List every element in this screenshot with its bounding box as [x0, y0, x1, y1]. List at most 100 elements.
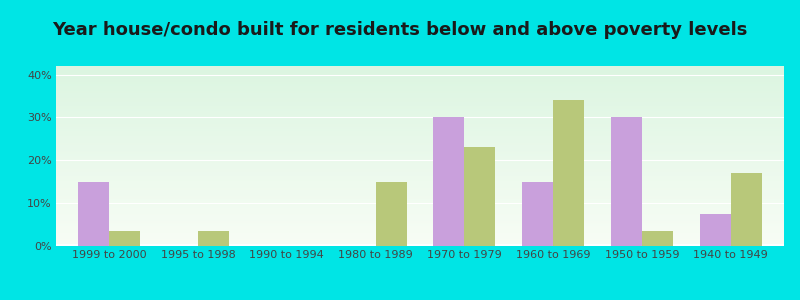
Bar [56, 235, 784, 237]
Bar [56, 185, 784, 187]
Bar [56, 217, 784, 219]
Bar [56, 77, 784, 79]
Bar [56, 199, 784, 201]
Bar [56, 147, 784, 149]
Bar [56, 129, 784, 131]
Bar [56, 66, 784, 68]
Bar [56, 156, 784, 158]
Bar [56, 109, 784, 111]
Bar [56, 161, 784, 163]
Bar [56, 97, 784, 98]
Bar [56, 131, 784, 133]
Bar [56, 206, 784, 208]
Bar [56, 115, 784, 116]
Bar [198, 231, 229, 246]
Bar [56, 116, 784, 118]
Bar [56, 88, 784, 89]
Bar [56, 89, 784, 91]
Bar [56, 190, 784, 192]
Bar [56, 224, 784, 226]
Bar [56, 80, 784, 82]
Bar [56, 233, 784, 235]
Bar [56, 73, 784, 75]
Bar [56, 118, 784, 120]
Bar [56, 106, 784, 107]
Bar [56, 242, 784, 244]
Bar [56, 107, 784, 109]
Bar [56, 215, 784, 217]
Bar [56, 158, 784, 160]
Bar [56, 124, 784, 125]
Bar [56, 219, 784, 221]
Bar [78, 182, 110, 246]
Bar [56, 160, 784, 161]
Bar [56, 178, 784, 179]
Bar [56, 154, 784, 156]
Bar [56, 196, 784, 197]
Bar [376, 182, 406, 246]
Bar [56, 138, 784, 140]
Bar [56, 205, 784, 206]
Bar [56, 145, 784, 147]
Bar [56, 127, 784, 129]
Bar [56, 192, 784, 194]
Bar [56, 125, 784, 127]
Bar [56, 151, 784, 152]
Bar [56, 140, 784, 142]
Bar [56, 226, 784, 228]
Bar [56, 136, 784, 138]
Bar [56, 82, 784, 84]
Bar [110, 231, 140, 246]
Bar [56, 100, 784, 102]
Bar [56, 133, 784, 134]
Bar [56, 167, 784, 169]
Bar [553, 100, 584, 246]
Bar [56, 142, 784, 143]
Bar [56, 149, 784, 151]
Bar [56, 68, 784, 70]
Text: Year house/condo built for residents below and above poverty levels: Year house/condo built for residents bel… [52, 21, 748, 39]
Bar [56, 170, 784, 172]
Bar [700, 214, 730, 246]
Bar [56, 152, 784, 154]
Bar [56, 143, 784, 145]
Bar [56, 95, 784, 97]
Bar [56, 102, 784, 104]
Bar [522, 182, 553, 246]
Bar [56, 194, 784, 196]
Bar [56, 79, 784, 80]
Bar [642, 231, 673, 246]
Bar [56, 84, 784, 86]
Bar [56, 197, 784, 199]
Bar [56, 239, 784, 241]
Bar [56, 91, 784, 93]
Bar [56, 228, 784, 230]
Bar [56, 223, 784, 224]
Bar [56, 241, 784, 242]
Bar [56, 165, 784, 167]
Bar [611, 117, 642, 246]
Bar [56, 93, 784, 95]
Bar [56, 169, 784, 170]
Bar [56, 201, 784, 203]
Bar [56, 183, 784, 185]
Bar [56, 214, 784, 215]
Bar [56, 210, 784, 212]
Bar [56, 187, 784, 188]
Bar [730, 173, 762, 246]
Bar [464, 147, 495, 246]
Bar [56, 122, 784, 124]
Bar [56, 104, 784, 106]
Bar [56, 64, 784, 66]
Bar [56, 237, 784, 239]
Bar [56, 232, 784, 233]
Bar [56, 203, 784, 205]
Bar [56, 86, 784, 88]
Bar [56, 181, 784, 183]
Bar [434, 117, 464, 246]
Bar [56, 230, 784, 232]
Bar [56, 98, 784, 100]
Bar [56, 172, 784, 174]
Bar [56, 75, 784, 77]
Bar [56, 208, 784, 210]
